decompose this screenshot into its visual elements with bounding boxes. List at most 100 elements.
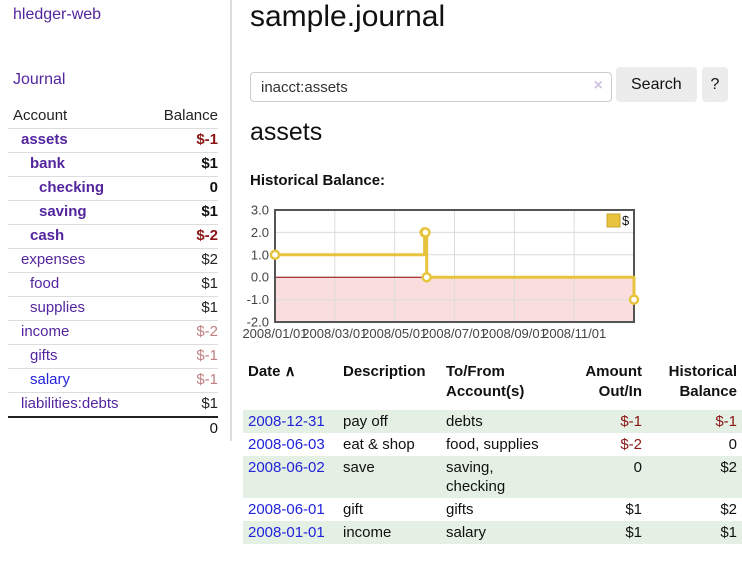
transaction-accounts: saving, checking [446,459,506,495]
register-column-header: To/From Account(s) [446,363,525,400]
accounts-total-row: 0 [8,416,218,441]
data-point-marker [269,249,281,261]
legend-swatch [606,213,621,228]
sidebar-account-link[interactable]: liabilities:debts [21,395,119,412]
register-column-header[interactable]: Date ∧ [248,363,296,380]
data-point-marker [420,227,431,238]
data-point-marker [421,271,432,283]
sidebar-account-link[interactable]: food [30,275,60,292]
y-tick-label: -2.0 [247,315,269,330]
transaction-balance: 0 [728,436,737,453]
sidebar-account-balance: $1 [144,392,218,418]
sidebar-account-balance: $1 [144,200,218,225]
page-title: sample.journal [250,0,446,33]
transaction-description: gift [343,501,364,518]
register-row: 2008-06-01 gift gifts $1 $2 [243,498,742,521]
sidebar-account-link[interactable]: income [21,323,70,340]
sort-asc-icon[interactable]: ∧ [280,363,296,380]
transaction-description: save [343,459,375,476]
transaction-amount: $1 [625,501,642,518]
sidebar-account-row: income $-2 [8,320,218,345]
transaction-description: pay off [343,413,388,430]
sidebar-account-row: supplies $1 [8,296,218,321]
sidebar-account-row: gifts $-1 [8,344,218,369]
sidebar-account-balance: $1 [144,272,218,297]
sidebar-account-link[interactable]: bank [30,155,66,172]
sidebar-account-balance: $1 [144,152,218,177]
sidebar-account-balance: $-1 [144,344,218,369]
transaction-accounts: food, supplies [446,436,539,453]
accounts-total-value: 0 [144,416,218,441]
x-tick-label: 2008/07/01 [422,326,487,341]
sidebar-account-row: saving $1 [8,200,218,225]
y-tick-label: 3.0 [251,203,269,218]
sidebar-account-balance: $1 [144,296,218,321]
sidebar-account-row: assets $-1 [8,128,218,153]
sidebar-account-balance: $-2 [144,320,218,345]
plot-border [274,209,635,323]
sidebar-account-balance: 0 [144,176,218,201]
transaction-balance: $2 [720,459,737,476]
transaction-description: income [343,524,392,541]
sidebar-account-row: salary $-1 [8,368,218,393]
transaction-accounts: gifts [446,501,474,518]
register-table: Date ∧ Description To/From Account(s) Amoun… [243,360,742,544]
transaction-date-link[interactable]: 2008-06-02 [248,459,325,476]
sidebar-account-balance: $2 [144,248,218,273]
transaction-amount: $-1 [620,413,642,430]
transaction-balance: $2 [720,501,737,518]
sidebar-account-balance: $-1 [144,368,218,393]
sidebar-account-balance: $-1 [144,128,218,153]
y-tick-label: -1.0 [247,292,269,307]
accounts-header-account: Account [8,104,145,129]
sidebar-account-row: cash $-2 [8,224,218,249]
search-input[interactable] [250,72,612,102]
register-column-header: Historical Balance [668,363,737,400]
register-column-header: Amount Out/In [585,363,642,400]
accounts-table: Account Balance assets $-1 bank $1 checking 0… [8,104,218,441]
app-brand-link[interactable]: hledger-web [13,6,102,23]
transaction-date-link[interactable]: 2008-06-01 [248,501,325,518]
register-row: 2008-06-03 eat & shop food, supplies $-2 0 [243,433,742,456]
main-content: sample.journal × Search ? assets Histori… [240,0,742,582]
transaction-amount: 0 [633,459,642,476]
transaction-amount: $-2 [620,436,642,453]
transaction-date-link[interactable]: 2008-12-31 [248,413,325,430]
y-tick-label: 1.0 [251,247,269,262]
clear-search-icon[interactable]: × [593,77,603,94]
sidebar-divider [230,0,232,441]
transaction-date-link[interactable]: 2008-01-01 [248,524,325,541]
accounts-header-balance: Balance [144,104,218,129]
register-row: 2008-06-02 save saving, checking 0 $2 [243,456,742,498]
sidebar-account-row: expenses $2 [8,248,218,273]
legend-label: $ [622,213,630,228]
x-tick-label: 2008/05/01 [362,326,427,341]
sidebar-account-link[interactable]: supplies [30,299,86,316]
data-point-marker [628,294,640,305]
sidebar-account-link[interactable]: gifts [30,347,58,364]
x-tick-label: 2008/03/01 [302,326,367,341]
sidebar-account-link[interactable]: saving [39,203,87,220]
register-row: 2008-12-31 pay off debts $-1 $-1 [243,410,742,433]
transaction-amount: $1 [625,524,642,541]
sidebar-account-link[interactable]: checking [39,179,105,196]
sidebar-account-link[interactable]: salary [30,371,71,388]
sidebar-account-link[interactable]: cash [30,227,65,244]
transaction-accounts: salary [446,524,487,541]
register-header-row: Date ∧ Description To/From Account(s) Amoun… [243,360,742,410]
help-button[interactable]: ? [702,67,728,102]
search-button[interactable]: Search [616,67,697,102]
sidebar-account-link[interactable]: expenses [21,251,86,268]
sidebar-account-row: checking 0 [8,176,218,201]
account-title: assets [250,118,323,146]
sidebar-item-journal[interactable]: Journal [13,71,66,88]
y-tick-label: 0.0 [251,270,269,285]
search-form: × [250,72,612,102]
transaction-description: eat & shop [343,436,415,453]
accounts-table-header: Account Balance [8,104,218,129]
x-tick-label: 2008/01/01 [242,326,307,341]
transaction-balance: $-1 [715,413,737,430]
historical-balance-chart: 3.0 2.0 1.0 0.0 -1.0 -2.02008/01/012008/03/01… [242,203,640,341]
transaction-date-link[interactable]: 2008-06-03 [248,436,325,453]
sidebar-account-link[interactable]: assets [21,131,68,148]
